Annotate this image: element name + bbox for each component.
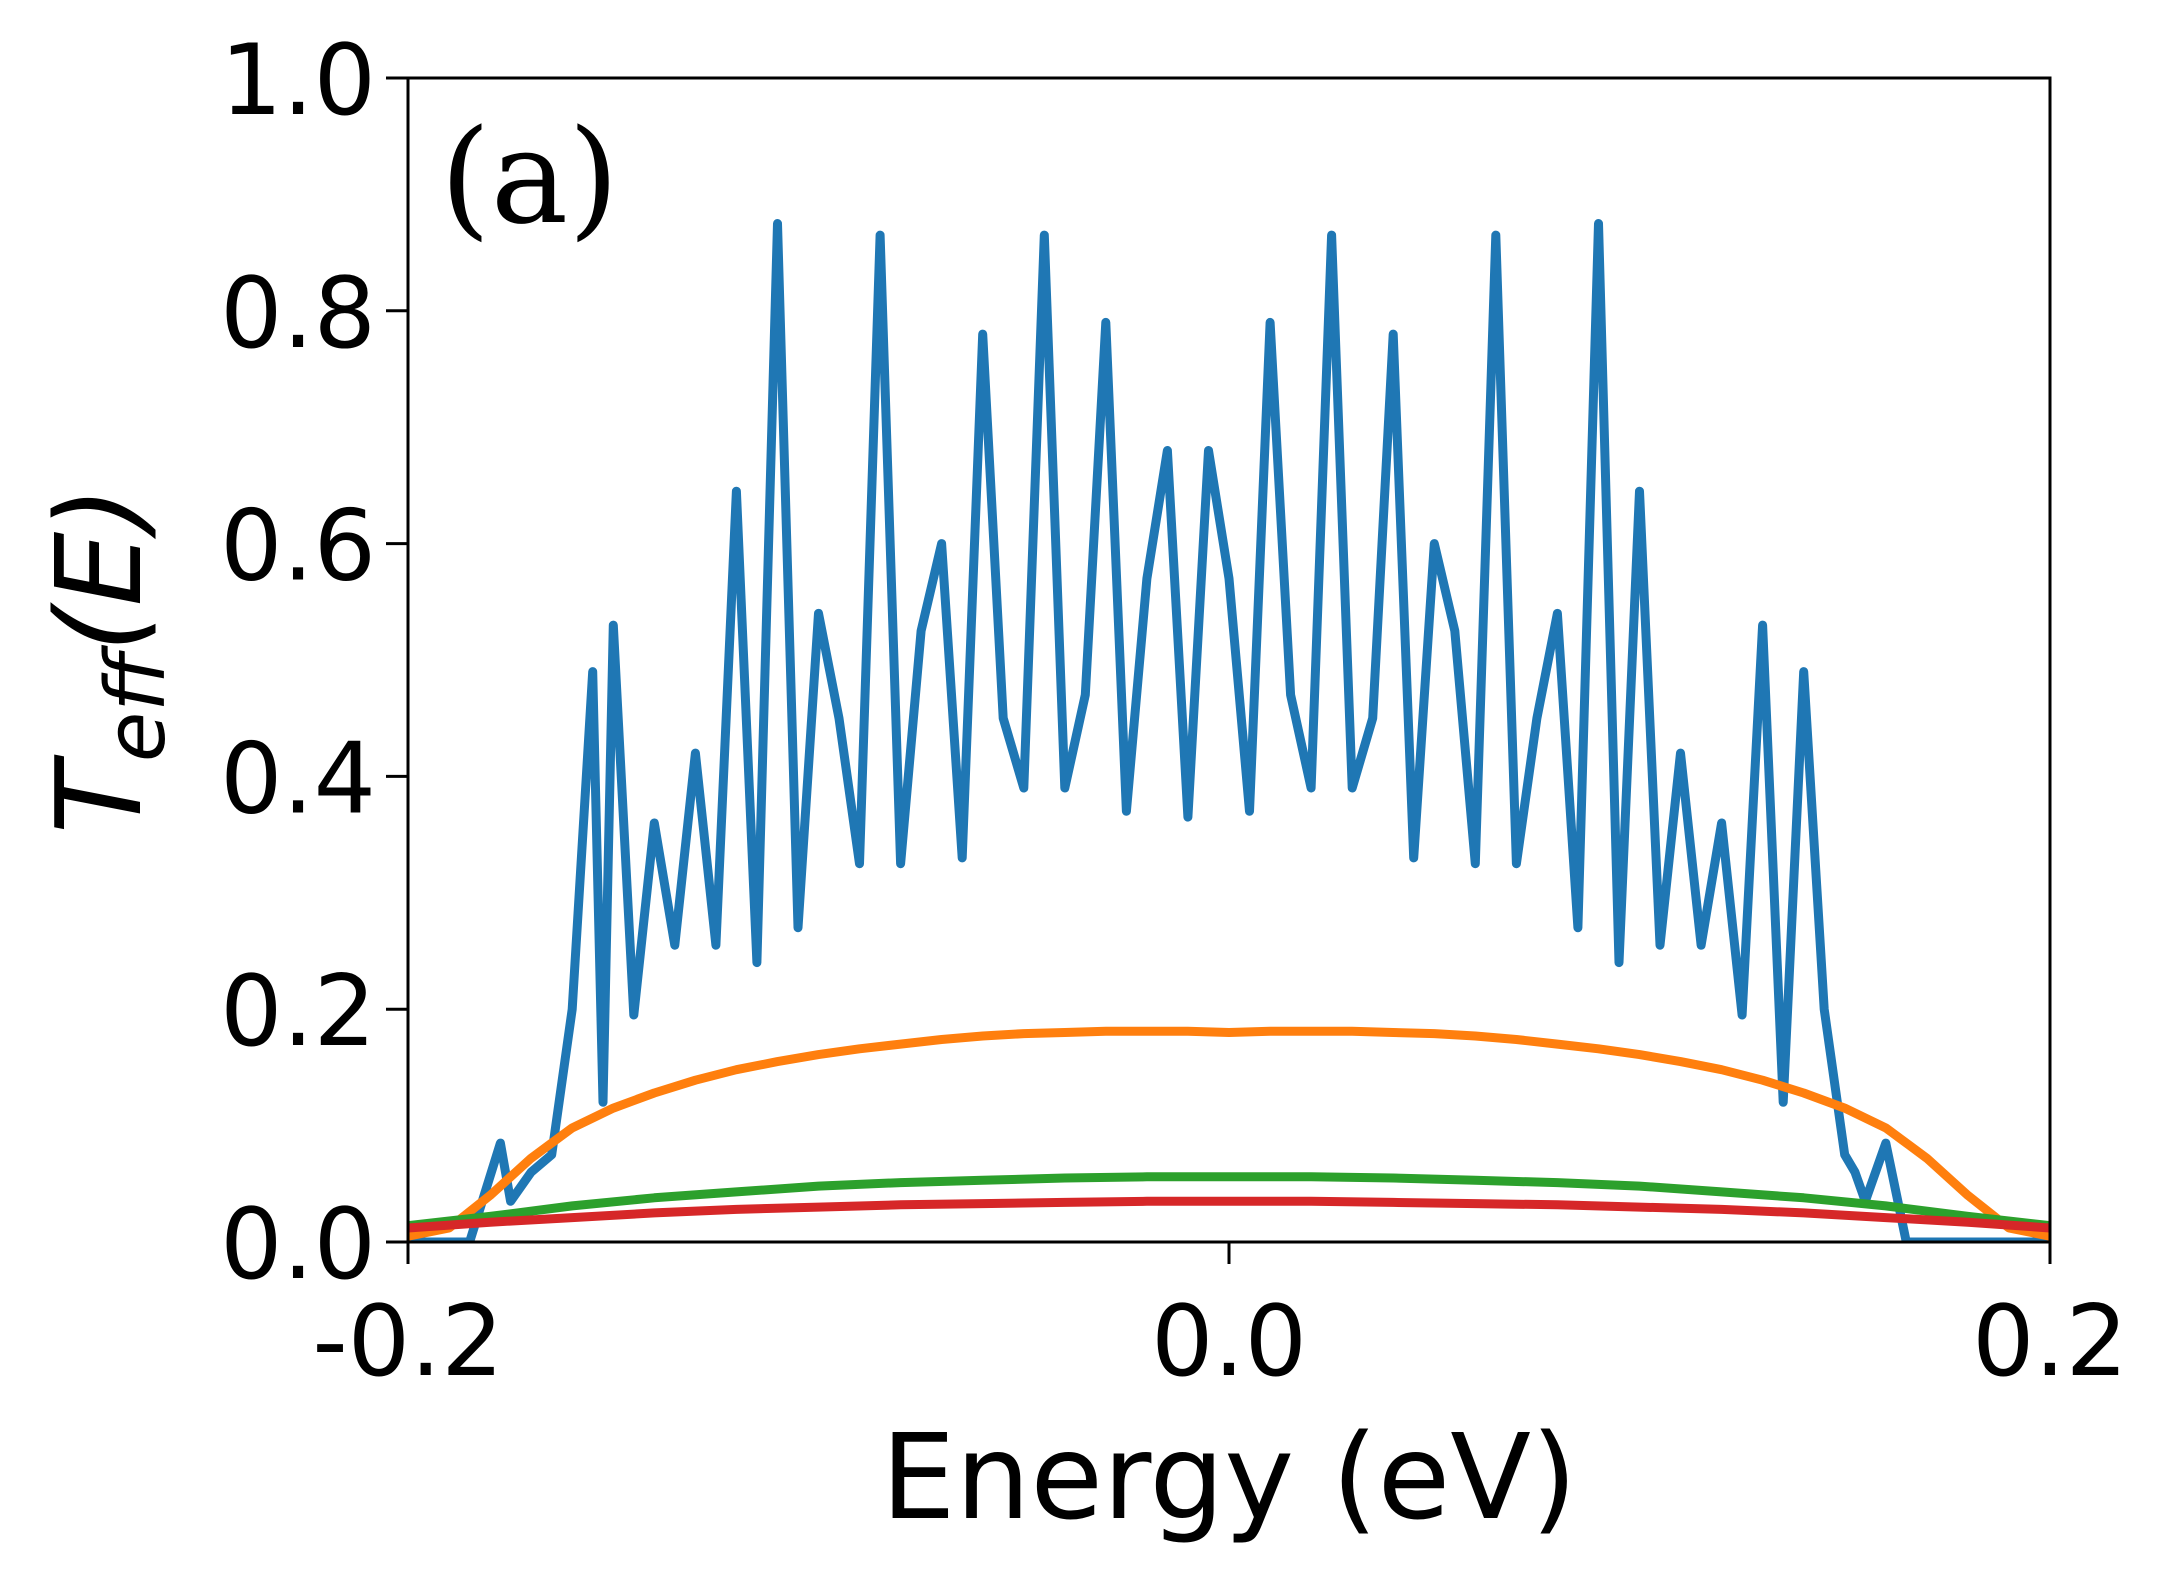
series-line-blue <box>408 219 2050 1242</box>
x-tick-label: -0.2 <box>312 1285 503 1399</box>
series-line-red <box>408 1196 2050 1233</box>
series-layer <box>408 219 2050 1242</box>
y-axis-title-main: T <box>30 754 168 834</box>
series-line-orange <box>408 1026 2050 1241</box>
y-tick-label: 0.8 <box>220 257 376 371</box>
axes-frame <box>406 76 2052 1244</box>
series-line-green <box>408 1172 2050 1231</box>
y-axis: 0.0 0.2 0.4 0.6 0.8 1.0 <box>220 24 408 1302</box>
x-axis: -0.2 0.0 0.2 <box>312 1242 2128 1399</box>
panel-label: (a) <box>440 101 619 253</box>
y-tick-label: 1.0 <box>220 24 376 138</box>
y-tick-label: 0.2 <box>220 955 376 1069</box>
x-tick-label: 0.0 <box>1151 1285 1307 1399</box>
y-axis-title-argument: (E) <box>30 486 168 653</box>
y-tick-label: 0.0 <box>220 1188 376 1302</box>
y-axis-title-subscript: eff <box>89 645 184 762</box>
x-tick-label: 0.2 <box>1972 1285 2128 1399</box>
y-tick-label: 0.4 <box>220 722 376 836</box>
y-axis-title: Teff(E) <box>30 486 184 834</box>
y-tick-label: 0.6 <box>220 490 376 604</box>
x-axis-title: Energy (eV) <box>881 1408 1577 1546</box>
